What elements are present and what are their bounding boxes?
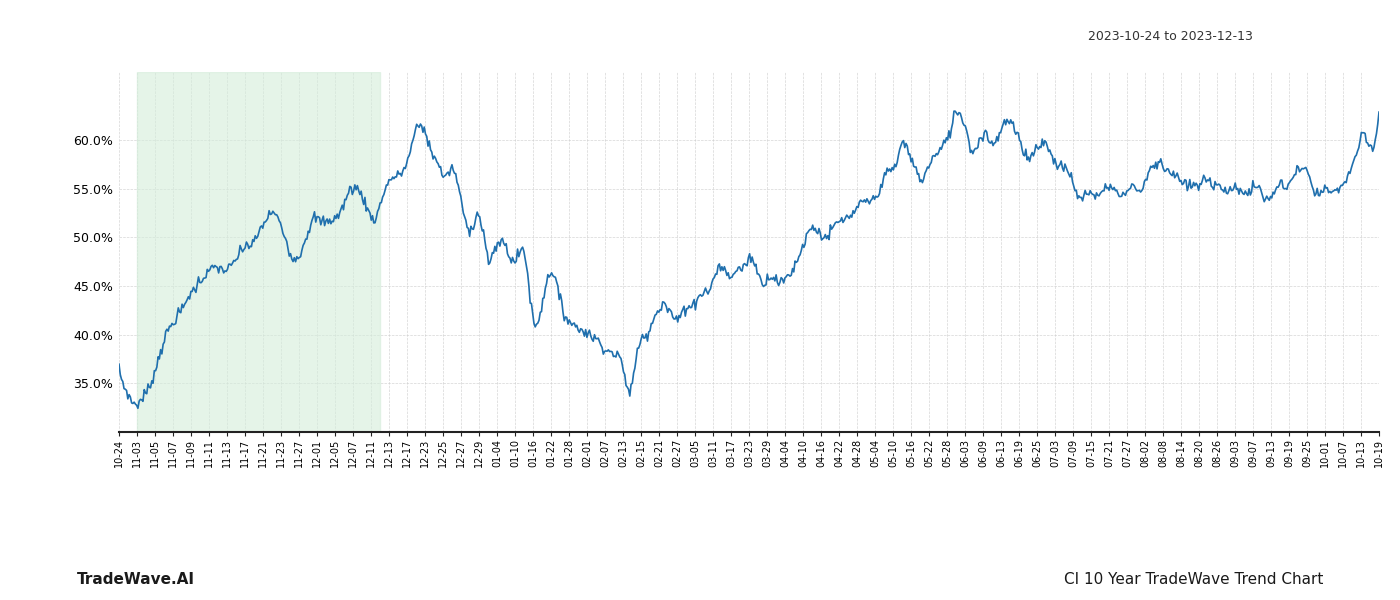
Bar	[137, 72, 379, 432]
Text: CI 10 Year TradeWave Trend Chart: CI 10 Year TradeWave Trend Chart	[1064, 572, 1323, 587]
Text: TradeWave.AI: TradeWave.AI	[77, 572, 195, 587]
Text: 2023-10-24 to 2023-12-13: 2023-10-24 to 2023-12-13	[1088, 30, 1253, 43]
